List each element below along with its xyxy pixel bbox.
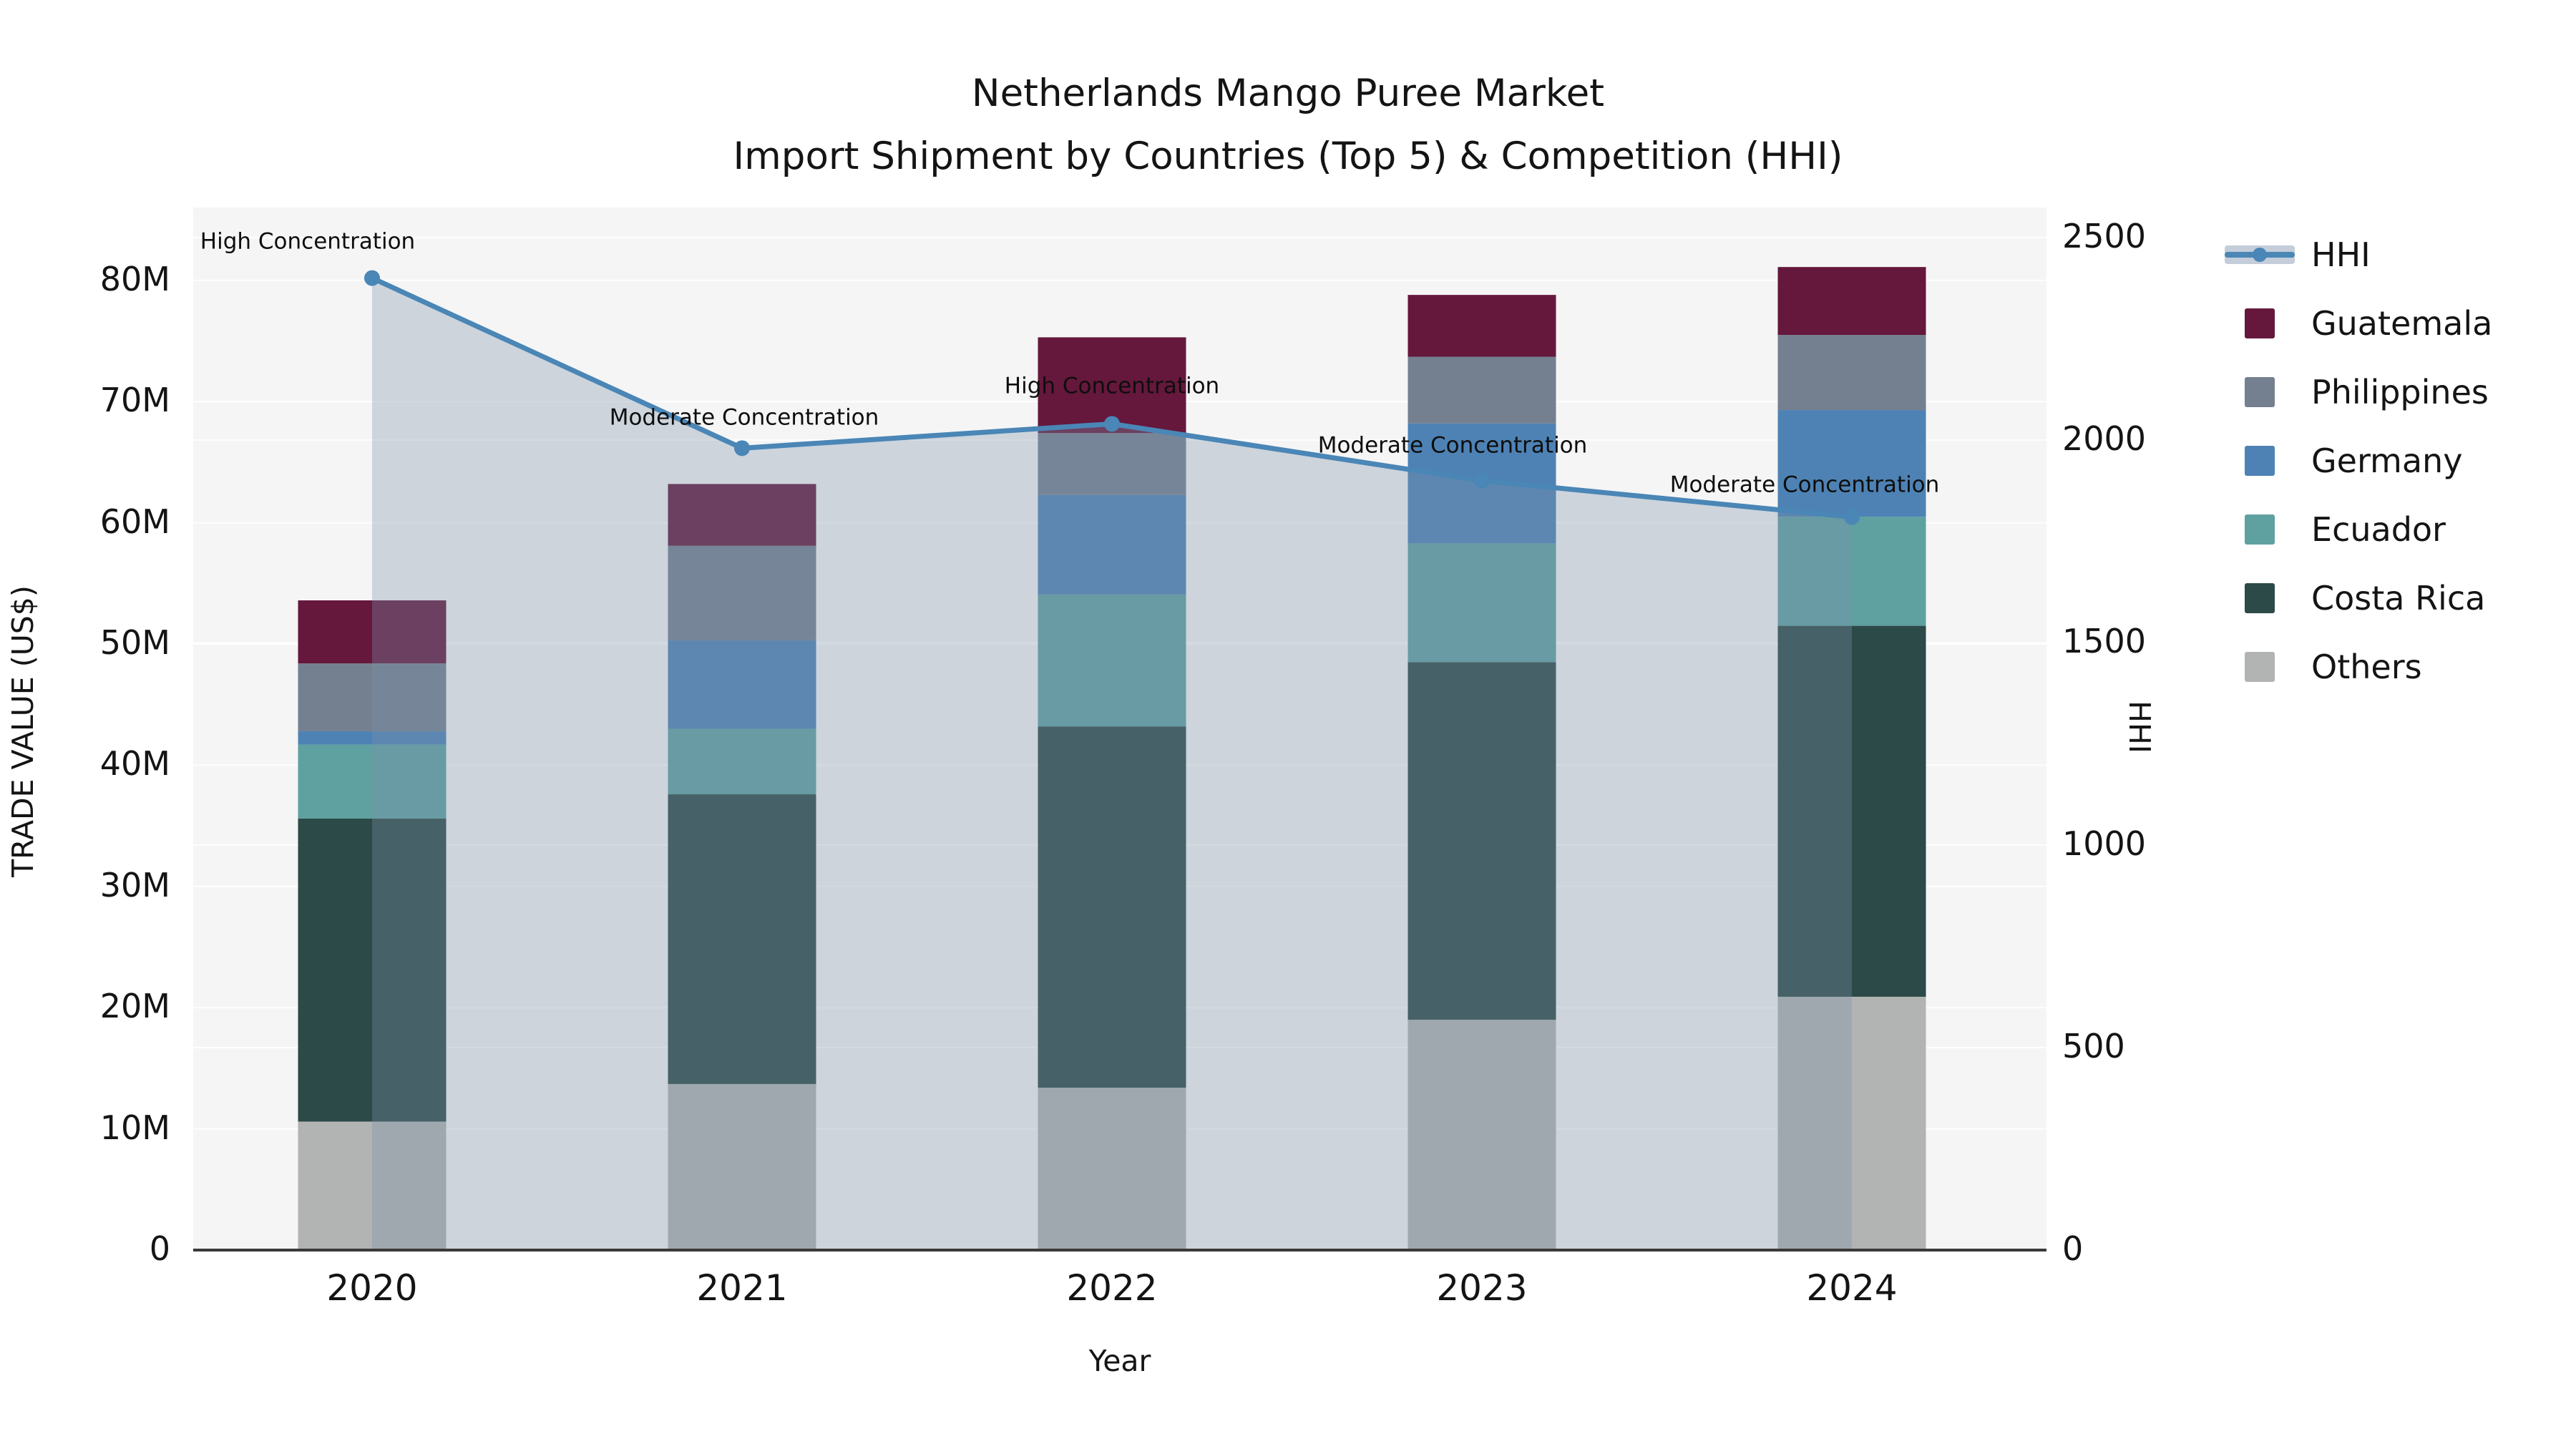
chart-subtitle: Import Shipment by Countries (Top 5) & C… — [733, 135, 1843, 178]
tick-x-2024: 2024 — [1806, 1267, 1898, 1309]
bar-segment-2022-ecuador — [1038, 594, 1186, 727]
legend-label: HHI — [2311, 235, 2371, 274]
tick-left-50M: 50M — [99, 623, 170, 662]
bar-segment-2021-costa-rica — [668, 794, 816, 1084]
hhi-marker-2024 — [1844, 509, 1860, 525]
tick-right-2500: 2500 — [2062, 217, 2147, 255]
annotation-2023-concentration: Moderate Concentration — [1317, 432, 1588, 459]
legend-label: Philippines — [2311, 373, 2489, 411]
swatch-others — [2245, 652, 2275, 682]
tick-left-30M: 30M — [99, 865, 170, 904]
hhi-marker-2023 — [1474, 472, 1490, 489]
tick-right-2000: 2000 — [2062, 419, 2147, 458]
bar-segment-2021-others — [668, 1083, 816, 1250]
swatch-philippines — [2245, 377, 2275, 407]
tick-x-2021: 2021 — [696, 1267, 788, 1309]
bar-segment-2020-others — [298, 1121, 447, 1250]
legend-item-hhi: HHI — [2224, 220, 2492, 289]
tick-left-70M: 70M — [99, 381, 170, 420]
bar-segment-2024-costa-rica — [1777, 625, 1926, 997]
swatch-germany — [2245, 446, 2275, 476]
annotation-2021-concentration: Moderate Concentration — [609, 404, 879, 431]
color-swatch-icon — [2224, 308, 2296, 338]
color-swatch-icon — [2224, 583, 2296, 613]
hhi-marker-2021 — [734, 440, 750, 457]
annotation-2020-concentration: High Concentration — [200, 228, 416, 255]
legend-label: Others — [2311, 648, 2422, 686]
tick-left-40M: 40M — [99, 744, 170, 784]
swatch-costa-rica — [2245, 583, 2275, 613]
tick-left-80M: 80M — [99, 259, 170, 298]
swatch-ecuador — [2245, 514, 2275, 545]
annotation-2022-concentration: High Concentration — [1004, 373, 1220, 399]
legend-item-others: Others — [2224, 633, 2492, 701]
bar-segment-2020-ecuador — [298, 744, 447, 819]
tick-left-0: 0 — [149, 1229, 170, 1268]
bar-segment-2021-ecuador — [668, 728, 816, 795]
legend-label: Ecuador — [2311, 510, 2446, 549]
tick-right-0: 0 — [2062, 1229, 2084, 1268]
bar-segment-2024-germany — [1777, 410, 1926, 517]
bar-segment-2023-ecuador — [1407, 543, 1556, 663]
color-swatch-icon — [2224, 514, 2296, 545]
bar-segment-2021-guatemala — [668, 484, 816, 546]
tick-x-2023: 2023 — [1436, 1267, 1528, 1309]
hhi-line-icon — [2224, 245, 2296, 264]
chart-title: Netherlands Mango Puree Market — [971, 72, 1605, 115]
bar-segment-2022-costa-rica — [1038, 726, 1186, 1088]
color-swatch-icon — [2224, 652, 2296, 682]
legend-label: Costa Rica — [2311, 579, 2486, 618]
left-axis-label: TRADE VALUE (US$) — [6, 585, 40, 877]
hhi-marker-2020 — [364, 270, 380, 286]
bar-segment-2024-ecuador — [1777, 517, 1926, 626]
legend-item-germany: Germany — [2224, 426, 2492, 495]
tick-right-1500: 1500 — [2062, 622, 2147, 660]
bar-segment-2020-germany — [298, 731, 447, 745]
bar-segment-2023-costa-rica — [1407, 662, 1556, 1020]
x-axis-label: Year — [1088, 1344, 1151, 1378]
legend-item-philippines: Philippines — [2224, 358, 2492, 426]
color-swatch-icon — [2224, 377, 2296, 407]
hhi-marker-2022 — [1104, 416, 1120, 432]
bar-segment-2020-philippines — [298, 663, 447, 731]
bar-segment-2023-guatemala — [1407, 295, 1556, 357]
tick-left-60M: 60M — [99, 502, 170, 541]
bar-segment-2024-guatemala — [1777, 267, 1926, 336]
tick-left-10M: 10M — [99, 1108, 170, 1147]
legend-label: Guatemala — [2311, 304, 2493, 343]
hhi-legend-sample — [2253, 248, 2267, 262]
tick-right-1000: 1000 — [2062, 824, 2147, 863]
bar-segment-2022-germany — [1038, 494, 1186, 595]
bar-segment-2020-costa-rica — [298, 818, 447, 1122]
tick-x-2020: 2020 — [326, 1267, 418, 1309]
bar-segment-2024-others — [1777, 996, 1926, 1250]
bar-segment-2023-philippines — [1407, 356, 1556, 424]
legend-label: Germany — [2311, 441, 2463, 480]
hhi-area-fill — [372, 278, 1852, 1251]
legend-item-guatemala: Guatemala — [2224, 289, 2492, 358]
hhi-legend-sample-wrap — [2225, 245, 2295, 264]
legend-item-costa-rica: Costa Rica — [2224, 564, 2492, 633]
bar-segment-2021-germany — [668, 640, 816, 729]
bar-segment-2020-guatemala — [298, 600, 447, 664]
bar-segment-2023-others — [1407, 1020, 1556, 1250]
bar-segment-2022-others — [1038, 1088, 1186, 1250]
legend: HHI Guatemala Philippines Germany Ecuador Cos… — [2224, 220, 2492, 701]
annotation-2024-concentration: Moderate Concentration — [1669, 472, 1940, 498]
color-swatch-icon — [2224, 446, 2296, 476]
bar-segment-2021-philippines — [668, 545, 816, 640]
bar-segment-2022-philippines — [1038, 433, 1186, 495]
bar-segment-2024-philippines — [1777, 335, 1926, 411]
legend-item-ecuador: Ecuador — [2224, 495, 2492, 564]
tick-x-2022: 2022 — [1066, 1267, 1158, 1309]
tick-right-500: 500 — [2062, 1027, 2125, 1065]
swatch-guatemala — [2245, 308, 2275, 338]
tick-left-20M: 20M — [99, 987, 170, 1026]
